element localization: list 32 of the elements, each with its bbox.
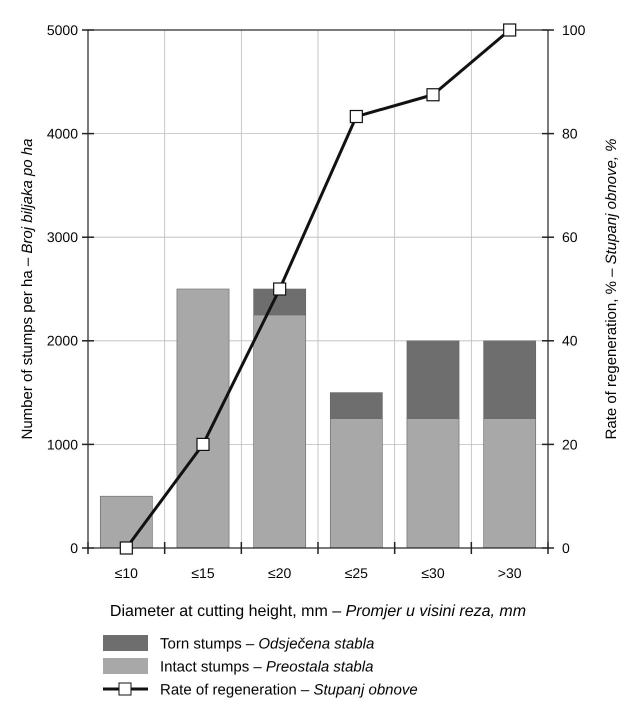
y2-tick-label: 40 xyxy=(562,332,578,349)
x-tick-label: >30 xyxy=(498,565,522,581)
y-tick-label: 0 xyxy=(70,540,78,556)
y2-tick-label: 100 xyxy=(562,22,586,38)
legend-label: Torn stumps – Odsječena stabla xyxy=(160,635,374,652)
y2-tick-label: 80 xyxy=(562,126,578,142)
y2-axis-title: Rate of regeneration, % – Stupanj obnove, % xyxy=(603,138,620,440)
point xyxy=(503,23,516,37)
x-tick-label: ≤10 xyxy=(114,565,138,581)
point xyxy=(196,438,210,451)
y-axis-title: Number of stumps per ha – Broj biljaka po ha xyxy=(19,138,36,440)
x-tick-label: ≤30 xyxy=(421,565,445,581)
y-tick-label: 3000 xyxy=(46,229,78,246)
y-tick-label: 4000 xyxy=(46,126,78,142)
legend-label: Intact stumps – Preostala stabla xyxy=(160,658,374,676)
x-tick-label: ≤25 xyxy=(344,565,368,581)
y2-tick-label: 60 xyxy=(562,229,578,246)
y2-tick-label: 0 xyxy=(562,540,570,556)
x-axis-title: Diameter at cutting height, mm – Promjer u visini reza, mm xyxy=(110,603,526,620)
point xyxy=(426,88,440,102)
y-tick-label: 1000 xyxy=(46,436,78,452)
x-tick-label: ≤15 xyxy=(191,565,215,581)
point xyxy=(273,282,286,296)
y-tick-label: 5000 xyxy=(46,22,78,38)
bar xyxy=(176,288,230,548)
y-tick-label: 2000 xyxy=(46,332,78,349)
point xyxy=(350,110,363,124)
point xyxy=(120,541,133,555)
y2-tick-label: 20 xyxy=(562,436,578,452)
bar xyxy=(100,496,153,548)
x-tick-label: ≤20 xyxy=(268,565,292,581)
legend-label: Rate of regeneration – Stupanj obnove xyxy=(160,681,418,698)
